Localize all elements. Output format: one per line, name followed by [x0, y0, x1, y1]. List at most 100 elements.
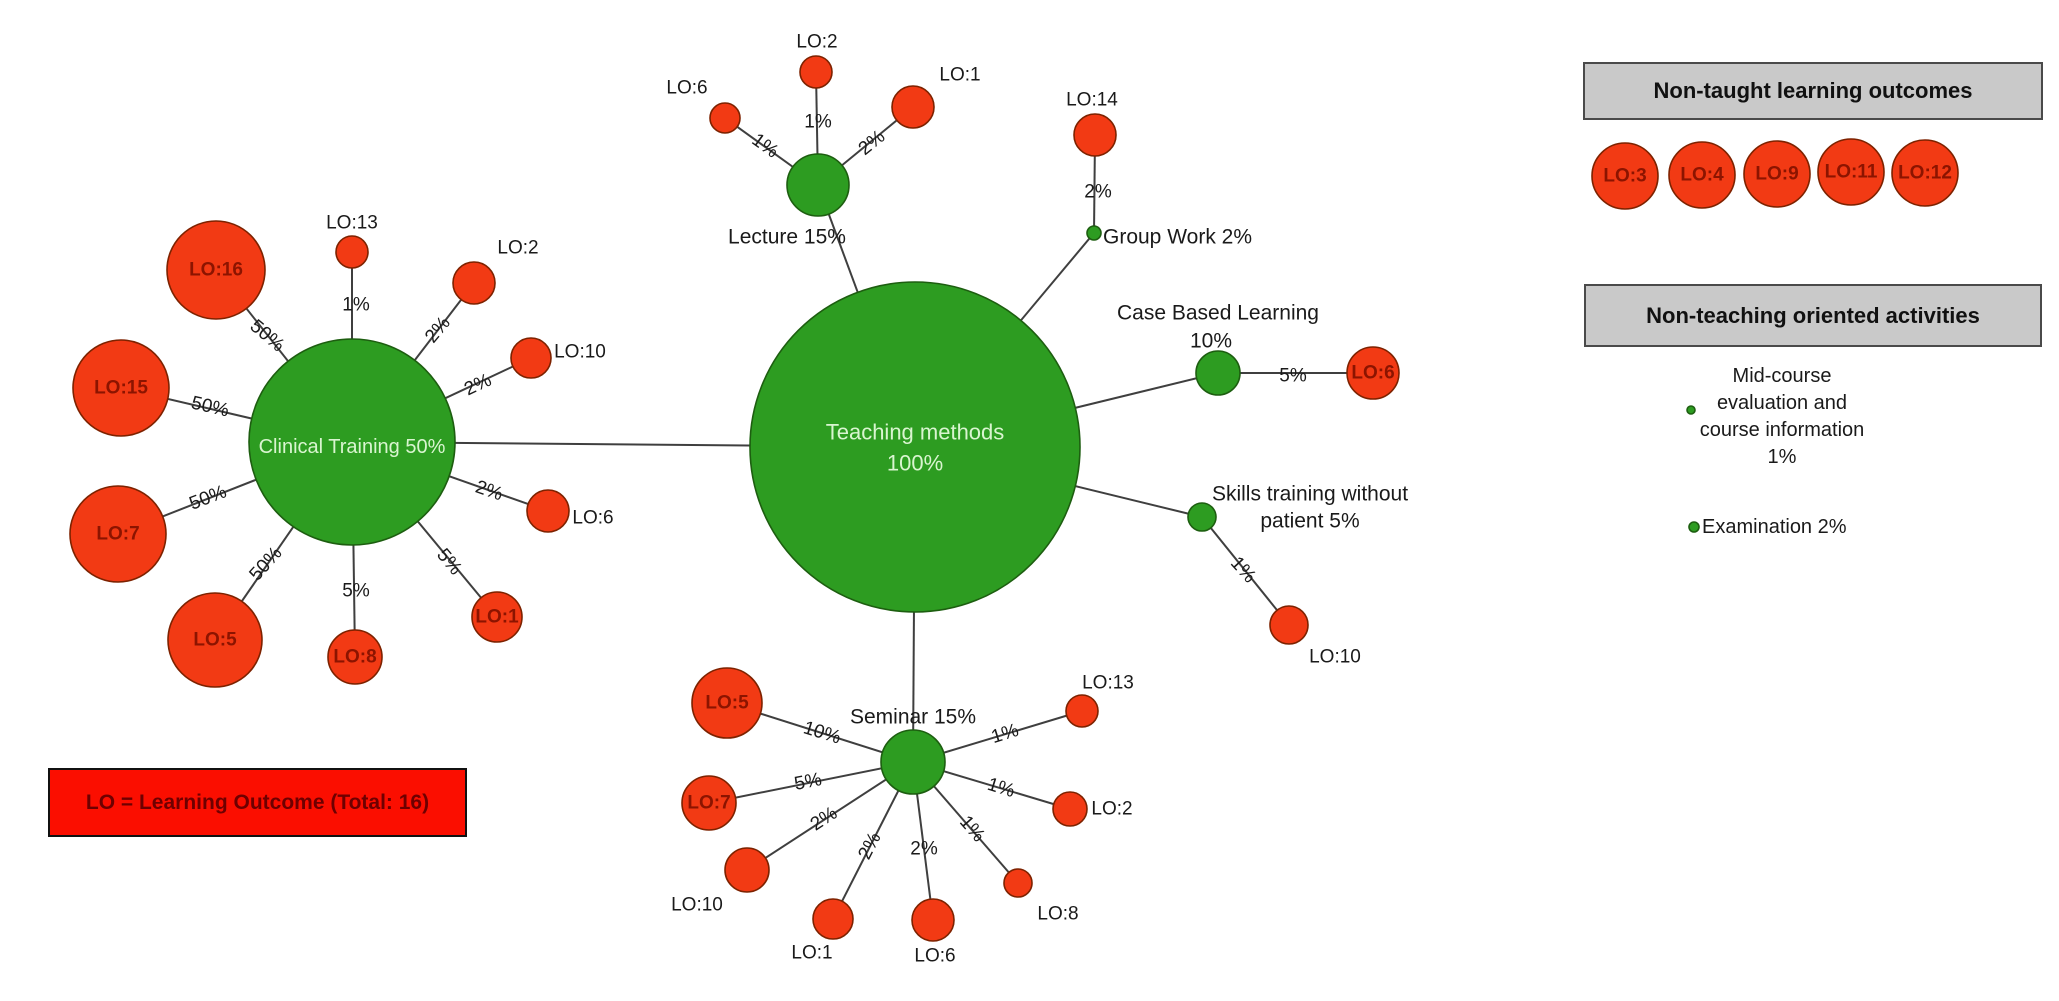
label-nontaught-lo4: LO:4 [1680, 165, 1724, 186]
label-skills-lo10: LO:10 [1309, 647, 1361, 668]
title-skills-1: Skills training without [1212, 483, 1408, 506]
node-skills-lo10 [1269, 605, 1309, 645]
pct-seminar-lo10: 2% [807, 803, 842, 836]
label-midcourse-2: evaluation and [1717, 392, 1847, 414]
title-lecture: Lecture 15% [728, 226, 846, 249]
node-groupwork-lo14 [1073, 113, 1117, 157]
label-nontaught-lo3: LO:3 [1603, 166, 1646, 187]
pct-groupwork-lo14: 2% [1084, 182, 1112, 203]
node-teaching-methods [749, 281, 1081, 613]
node-cbl-lo6 [1346, 346, 1400, 400]
node-case-based-learning [1195, 350, 1241, 396]
label-clinical-lo16: LO:16 [189, 260, 243, 281]
node-clinical-training [248, 338, 456, 546]
label-seminar-lo1: LO:1 [791, 943, 832, 964]
title-teaching-2: 100% [887, 451, 943, 476]
label-seminar-lo10: LO:10 [671, 895, 723, 916]
node-clinical-lo7 [69, 485, 167, 583]
label-lecture-lo6: LO:6 [666, 78, 707, 99]
pct-seminar-lo13: 1% [989, 720, 1022, 748]
non-taught-learning-outcomes-header: Non-taught learning outcomes [1583, 62, 2043, 120]
node-seminar-lo10 [724, 847, 770, 893]
learning-outcome-legend: LO = Learning Outcome (Total: 16) [48, 768, 467, 837]
title-groupwork: Group Work 2% [1103, 226, 1252, 249]
label-clinical-lo5: LO:5 [193, 630, 237, 651]
pct-seminar-lo2: 1% [985, 774, 1018, 802]
pct-clinical-lo7: 50% [186, 481, 229, 514]
title-teaching-1: Teaching methods [826, 420, 1005, 445]
node-seminar-lo1 [812, 898, 854, 940]
label-midcourse-3: course information [1700, 419, 1865, 441]
pct-seminar-lo6: 2% [910, 839, 938, 860]
pct-seminar-lo7: 5% [793, 769, 824, 795]
label-clinical-lo8: LO:8 [333, 647, 376, 668]
node-seminar-lo2 [1052, 791, 1088, 827]
node-seminar-lo8 [1003, 868, 1033, 898]
pct-clinical-lo10: 2% [461, 370, 495, 401]
node-nontaught-lo4 [1668, 141, 1736, 209]
title-cbl-1: Case Based Learning [1117, 302, 1319, 325]
pct-seminar-lo1: 2% [854, 829, 885, 863]
label-nontaught-lo9: LO:9 [1755, 164, 1798, 185]
node-nontaught-lo3 [1591, 142, 1659, 210]
label-seminar-lo5: LO:5 [705, 693, 749, 714]
node-nontaught-lo9 [1743, 140, 1811, 208]
pct-clinical-lo16: 50% [246, 316, 289, 357]
node-examination-dot [1688, 521, 1700, 533]
node-clinical-lo6 [526, 489, 570, 533]
title-seminar: Seminar 15% [850, 706, 976, 729]
node-lecture-lo1 [891, 85, 935, 129]
node-nontaught-lo12 [1891, 139, 1959, 207]
label-clinical-lo6: LO:6 [572, 508, 613, 529]
edge-line [1201, 516, 1290, 626]
node-seminar-lo7 [681, 775, 737, 831]
node-group-work [1086, 225, 1102, 241]
node-mid-course-dot [1686, 405, 1696, 415]
label-lecture-lo1: LO:1 [939, 65, 980, 86]
title-skills-2: patient 5% [1260, 510, 1359, 533]
edge-line [708, 761, 914, 804]
label-seminar-lo2: LO:2 [1091, 799, 1132, 820]
node-clinical-lo13 [335, 235, 369, 269]
node-clinical-lo15 [72, 339, 170, 437]
pct-lecture-lo6: 1% [748, 129, 783, 162]
label-seminar-lo7: LO:7 [687, 793, 730, 814]
node-clinical-lo8 [327, 629, 383, 685]
title-cbl-2: 10% [1190, 330, 1232, 353]
node-seminar-lo5 [691, 667, 763, 739]
pct-seminar-lo5: 10% [801, 717, 844, 748]
node-clinical-lo5 [167, 592, 263, 688]
label-clinical-lo2: LO:2 [497, 238, 538, 259]
pct-clinical-lo15: 50% [189, 392, 231, 421]
pct-clinical-lo2: 2% [421, 313, 455, 348]
node-skills-training [1187, 502, 1217, 532]
node-lecture-lo6 [709, 102, 741, 134]
pct-clinical-lo6: 2% [473, 477, 506, 506]
node-lecture-lo2 [799, 55, 833, 89]
label-clinical-lo7: LO:7 [96, 524, 139, 545]
node-nontaught-lo11 [1817, 138, 1885, 206]
label-lecture-lo2: LO:2 [796, 32, 837, 53]
label-midcourse-4: 1% [1768, 446, 1797, 468]
node-clinical-lo1 [471, 591, 523, 643]
node-clinical-lo2 [452, 261, 496, 305]
node-lecture [786, 153, 850, 217]
title-clinical: Clinical Training 50% [259, 436, 446, 458]
label-clinical-lo13: LO:13 [326, 213, 378, 234]
pct-cbl-lo6: 5% [1279, 366, 1307, 387]
pct-clinical-lo13: 1% [342, 295, 370, 316]
label-seminar-lo8: LO:8 [1037, 904, 1078, 925]
label-groupwork-lo14: LO:14 [1066, 90, 1118, 111]
label-clinical-lo1: LO:1 [475, 607, 519, 628]
label-seminar-lo13: LO:13 [1082, 673, 1134, 694]
label-examination: Examination 2% [1702, 516, 1847, 538]
label-clinical-lo15: LO:15 [94, 378, 148, 399]
label-nontaught-lo12: LO:12 [1898, 163, 1952, 184]
node-clinical-lo10 [510, 337, 552, 379]
label-clinical-lo10: LO:10 [554, 342, 606, 363]
non-teaching-oriented-activities-header: Non-teaching oriented activities [1584, 284, 2042, 347]
node-seminar-lo6 [911, 898, 955, 942]
node-seminar [880, 729, 946, 795]
